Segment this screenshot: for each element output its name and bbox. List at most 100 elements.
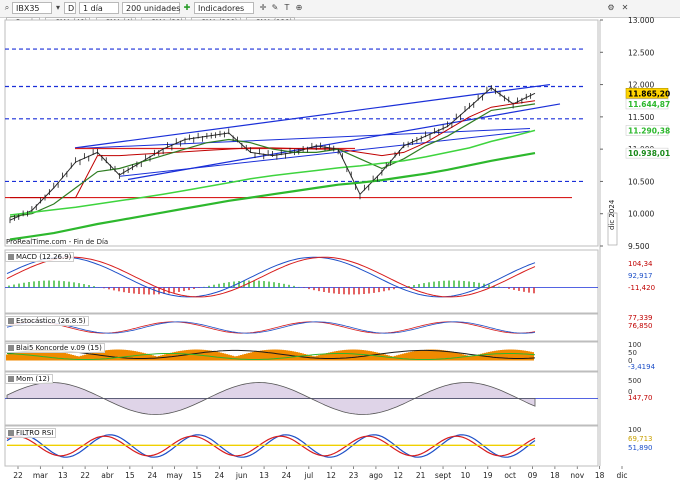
x-tick-label: 22 [80,471,90,480]
x-tick-label: 15 [125,471,135,480]
mom-label: 0 [628,388,632,396]
close-icon[interactable]: ✕ [621,3,629,12]
x-tick-label: 10 [461,471,471,480]
series-precio [9,87,536,221]
series-sma-20- [9,103,536,218]
x-tick-label: ago [369,471,383,480]
x-tick-label: 09 [528,471,538,480]
crosshair-icon[interactable]: ✛ [259,3,267,12]
period-short-button[interactable]: D [64,2,76,14]
macd-frame [4,249,599,314]
rsi-label: 100 [628,426,641,434]
price-badge [625,147,669,159]
koncorde-green [6,353,536,360]
stoch-label: 77,339 [628,314,653,322]
mom-label: 500 [628,377,641,385]
x-tick-label: 21 [416,471,426,480]
x-tick-label: sept [435,471,451,480]
period-select[interactable]: 1 día [79,2,119,14]
x-tick-label: jun [235,471,248,480]
price-badge-label: 11.644,87 [628,100,670,109]
macd-label: 104,34 [628,260,653,268]
search-icon[interactable]: ⌕ [4,3,10,12]
price-tick-label: 11.500 [628,113,654,122]
mom-label: 147,70 [628,394,653,402]
panel-icon [8,376,14,382]
units-select[interactable]: 200 unidades [122,2,180,14]
price-tick-label: 12.500 [628,48,654,57]
legend-item-sma20[interactable]: SMA (20) [141,17,187,27]
x-tick-label: 13 [58,471,68,480]
zoom-icon[interactable]: ⊕ [295,3,303,12]
x-tick-label: abr [101,471,114,480]
legend-swatch [48,19,54,25]
stoch-frame [4,313,599,342]
rsi-title[interactable]: FILTRO RSI [5,428,57,438]
x-tick-label: nov [570,471,584,480]
legend-item-sma120[interactable]: SMA (120) [245,17,296,27]
x-tick-label: 18 [595,471,605,480]
stoch-title[interactable]: Estocástico (26.8.5) [5,316,89,326]
price-badge-label: 11.865,20 [628,89,670,98]
price-tick-label: 11.000 [628,145,654,154]
legend-item-precio[interactable]: Precio [6,17,41,27]
x-tick-label: oct [504,471,516,480]
panel-icon [8,345,14,351]
mom-frame [4,371,599,426]
koncorde-label: 100 [628,341,641,349]
legend-item-sma40[interactable]: SMA (40) [45,17,91,27]
x-tick-label: jul [303,471,313,480]
draw-icon[interactable]: ✎ [271,3,279,12]
vertical-date-frame [607,212,618,246]
x-tick-label: 24 [147,471,157,480]
rsi-label: 69,713 [628,435,653,443]
legend-swatch [194,19,200,25]
price-badge [625,98,669,110]
macd-label: 92,917 [628,272,653,280]
legend-item-sma4[interactable]: SMA (4) [95,17,136,27]
price-tick-label: 12.000 [628,81,654,90]
x-tick-label: 15 [192,471,202,480]
rsi-red [6,435,536,457]
series-sma-120- [9,129,536,216]
price-badge [625,87,669,99]
settings-icon[interactable]: ⚙ [607,3,615,12]
mom-title[interactable]: Mom (12) [5,374,53,384]
symbol-input[interactable]: IBX35 [12,2,52,14]
rsi-blue [6,434,536,458]
chevron-down-icon[interactable]: ▾ [55,3,60,12]
x-tick-label: 13 [259,471,269,480]
koncorde-title[interactable]: Blai5 Koncorde v.09 (15) [5,343,105,353]
text-icon[interactable]: T [284,3,290,12]
inner-channel-lower [119,130,531,177]
channel-upper [74,83,551,149]
legend-swatch [144,19,150,25]
toolbar: ⌕ IBX35 ▾ D 1 día 200 unidades ✚ Indicad… [0,0,680,18]
x-tick-label: dic [617,471,628,480]
macd-title[interactable]: MACD (12.26.9) [5,252,75,262]
macd-label: -11,420 [628,284,655,292]
legend-swatch [248,19,254,25]
price-tick-label: 9.500 [628,242,650,251]
stoch-label: 76,850 [628,322,653,330]
koncorde-label: 0 [628,357,632,365]
price-tick-label: 10.000 [628,210,654,219]
series-sma-200- [9,152,536,241]
legend-item-sma200[interactable]: SMA (200) [191,17,241,27]
indicators-button[interactable]: Indicadores [194,2,254,14]
vertical-date-label: dic 2024 [608,199,616,230]
price-badge-label: 11.290,38 [628,126,670,135]
mom-area [6,382,536,415]
x-tick-label: 12 [394,471,404,480]
panel-icon [8,318,14,324]
macd-line [6,256,536,298]
x-tick-label: may [166,471,183,480]
indicators-icon[interactable]: ✚ [183,3,191,12]
inner-channel-upper [74,127,531,149]
legend-swatch [9,19,14,25]
legend-swatch [98,19,104,25]
channel-lower [127,103,561,181]
legend: Precio SMA (40) SMA (4) SMA (20) SMA (20… [6,17,298,27]
koncorde-label: -3,4194 [628,363,656,371]
rsi-label: 51,890 [628,444,653,452]
